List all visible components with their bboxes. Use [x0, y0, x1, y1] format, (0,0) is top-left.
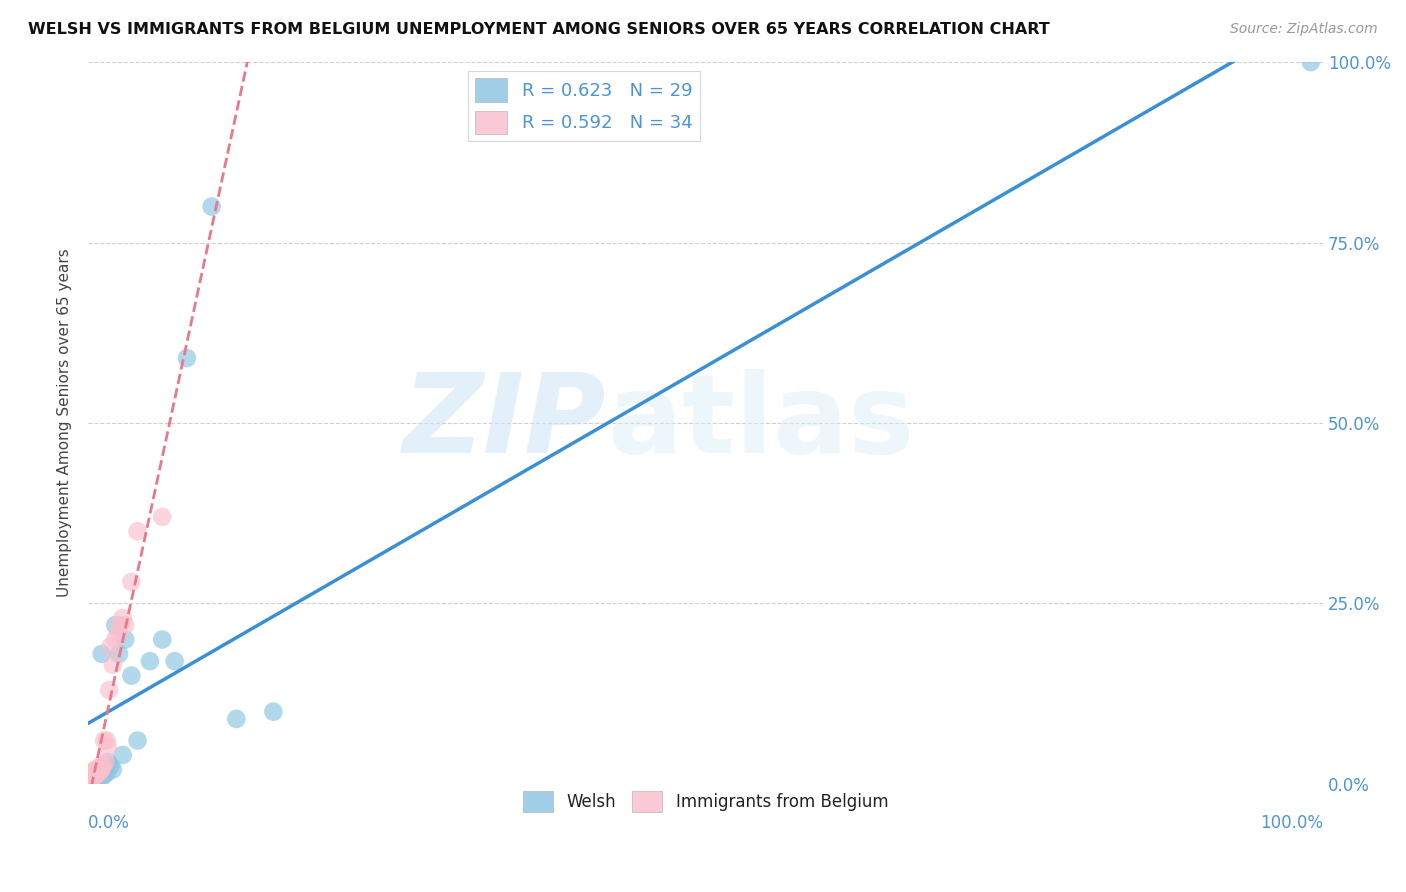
Text: Source: ZipAtlas.com: Source: ZipAtlas.com	[1230, 22, 1378, 37]
Point	[82, 768, 104, 782]
Point	[120, 574, 142, 589]
Point	[87, 764, 110, 778]
Text: atlas: atlas	[607, 369, 914, 476]
Point	[79, 770, 101, 784]
Point	[114, 618, 136, 632]
Point	[97, 740, 120, 755]
Point	[111, 747, 134, 762]
Point	[150, 632, 173, 647]
Point	[97, 755, 120, 769]
Point	[96, 766, 118, 780]
Point	[110, 618, 132, 632]
Point	[90, 763, 112, 777]
Point	[86, 766, 108, 780]
Point	[101, 763, 124, 777]
Point	[100, 759, 122, 773]
Point	[104, 632, 127, 647]
Text: 0.0%: 0.0%	[89, 814, 129, 832]
Point	[111, 611, 134, 625]
Point	[104, 618, 127, 632]
Point	[83, 770, 105, 784]
Point	[1299, 55, 1322, 70]
Point	[100, 640, 122, 654]
Point	[89, 763, 111, 777]
Text: WELSH VS IMMIGRANTS FROM BELGIUM UNEMPLOYMENT AMONG SENIORS OVER 65 YEARS CORREL: WELSH VS IMMIGRANTS FROM BELGIUM UNEMPLO…	[28, 22, 1050, 37]
Point	[101, 657, 124, 672]
Point	[83, 764, 105, 778]
Point	[176, 351, 198, 365]
Point	[93, 763, 115, 777]
Point	[114, 632, 136, 647]
Point	[91, 770, 114, 784]
Point	[80, 768, 103, 782]
Text: ZIP: ZIP	[404, 369, 607, 476]
Point	[83, 770, 105, 784]
Point	[163, 654, 186, 668]
Point	[89, 766, 111, 780]
Point	[262, 705, 284, 719]
Point	[84, 768, 107, 782]
Point	[79, 770, 101, 784]
Point	[225, 712, 247, 726]
Point	[82, 766, 104, 780]
Point	[108, 647, 131, 661]
Y-axis label: Unemployment Among Seniors over 65 years: Unemployment Among Seniors over 65 years	[58, 249, 72, 598]
Point	[90, 647, 112, 661]
Point	[127, 733, 149, 747]
Point	[89, 766, 111, 780]
Point	[89, 770, 111, 784]
Legend: Welsh, Immigrants from Belgium: Welsh, Immigrants from Belgium	[516, 784, 896, 819]
Text: 100.0%: 100.0%	[1260, 814, 1323, 832]
Point	[79, 766, 101, 780]
Point	[80, 768, 103, 782]
Point	[82, 766, 104, 780]
Point	[79, 771, 101, 785]
Point	[120, 668, 142, 682]
Point	[127, 524, 149, 539]
Point	[201, 199, 224, 213]
Point	[91, 759, 114, 773]
Point	[150, 509, 173, 524]
Point	[139, 654, 162, 668]
Point	[87, 768, 110, 782]
Point	[98, 683, 121, 698]
Point	[79, 773, 101, 788]
Point	[84, 771, 107, 785]
Point	[89, 759, 111, 773]
Point	[80, 770, 103, 784]
Point	[96, 733, 118, 747]
Point	[107, 625, 129, 640]
Point	[94, 755, 117, 769]
Point	[84, 763, 107, 777]
Point	[93, 733, 115, 747]
